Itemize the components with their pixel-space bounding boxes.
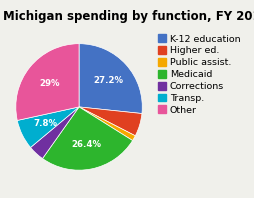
Text: 29%: 29%	[39, 79, 59, 88]
Wedge shape	[42, 107, 132, 170]
Wedge shape	[79, 107, 141, 136]
Text: 7.8%: 7.8%	[33, 119, 57, 128]
Text: 27.2%: 27.2%	[93, 76, 123, 85]
Wedge shape	[79, 107, 135, 141]
Wedge shape	[30, 107, 79, 159]
Wedge shape	[16, 44, 79, 120]
Legend: K-12 education, Higher ed., Public assist., Medicaid, Corrections, Transp., Othe: K-12 education, Higher ed., Public assis…	[157, 34, 240, 114]
Wedge shape	[17, 107, 79, 148]
Text: Michigan spending by function, FY 2013: Michigan spending by function, FY 2013	[3, 10, 254, 23]
Text: 26.4%: 26.4%	[71, 140, 101, 149]
Wedge shape	[79, 44, 142, 113]
